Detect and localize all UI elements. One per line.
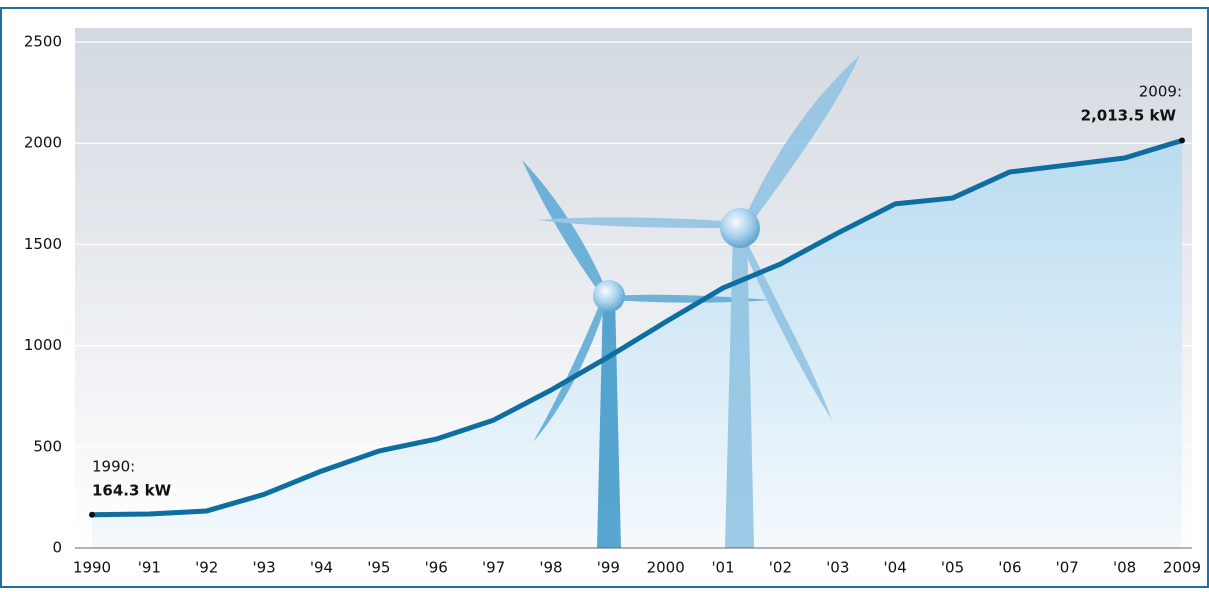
annotation-value: 2,013.5 kW bbox=[1081, 107, 1177, 125]
end-point bbox=[1179, 137, 1185, 143]
annotation: 1990: bbox=[92, 458, 135, 476]
y-tick-label: 2500 bbox=[24, 33, 62, 51]
x-tick-label: 1990 bbox=[73, 559, 111, 577]
chart: 1990: 164.3 kW 2009: 2,013.5 kW 0 500 1000… bbox=[0, 0, 1209, 588]
x-tick-label: '08 bbox=[1113, 559, 1136, 577]
x-tick-label: '98 bbox=[539, 559, 562, 577]
x-tick-label: '07 bbox=[1056, 559, 1079, 577]
x-tick-label: '99 bbox=[597, 559, 620, 577]
x-tick-label: '92 bbox=[195, 559, 218, 577]
x-tick-label: '94 bbox=[310, 559, 333, 577]
y-tick-label: 500 bbox=[33, 437, 62, 455]
x-tick-label: '95 bbox=[367, 559, 390, 577]
y-tick-label: 0 bbox=[52, 539, 62, 557]
x-tick-label: '97 bbox=[482, 559, 505, 577]
end-point bbox=[89, 512, 95, 518]
x-tick-label: '91 bbox=[138, 559, 161, 577]
x-tick-label: 2000 bbox=[647, 559, 685, 577]
x-tick-label: '93 bbox=[252, 559, 275, 577]
x-tick-label: '05 bbox=[941, 559, 964, 577]
annotation: 2009: bbox=[1139, 83, 1182, 101]
y-tick-label: 2000 bbox=[24, 134, 62, 152]
x-tick-label: '06 bbox=[998, 559, 1021, 577]
y-tick-label: 1000 bbox=[24, 336, 62, 354]
x-tick-label: '01 bbox=[711, 559, 734, 577]
x-tick-label: 2009 bbox=[1163, 559, 1201, 577]
x-tick-label: '02 bbox=[769, 559, 792, 577]
y-tick-label: 1500 bbox=[24, 235, 62, 253]
x-tick-label: '03 bbox=[826, 559, 849, 577]
annotation-value: 164.3 kW bbox=[92, 482, 172, 500]
x-tick-label: '04 bbox=[884, 559, 907, 577]
x-tick-label: '96 bbox=[425, 559, 448, 577]
